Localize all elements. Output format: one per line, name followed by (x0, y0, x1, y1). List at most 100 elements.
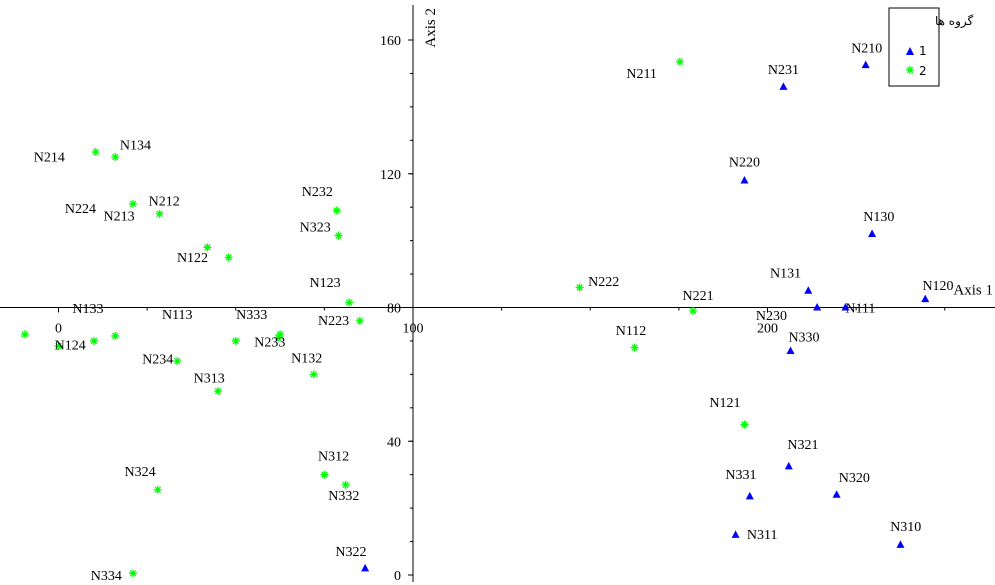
point-n111 (841, 303, 850, 311)
point-n324 (153, 485, 162, 494)
label-n224: N224 (65, 202, 96, 217)
point-n311 (731, 530, 740, 538)
point-n114 (20, 330, 29, 339)
label-n132: N132 (291, 351, 322, 366)
point-n222 (575, 283, 584, 292)
point-n312 (320, 470, 329, 479)
x-tick-label: 0 (55, 322, 62, 337)
label-n121: N121 (709, 396, 740, 411)
point-n230 (813, 303, 822, 311)
label-n113: N113 (162, 308, 193, 323)
label-n333: N333 (236, 308, 267, 323)
label-n212: N212 (149, 195, 180, 210)
point-n212 (155, 209, 164, 218)
point-n321 (784, 461, 793, 470)
point-n331 (745, 491, 754, 500)
point-n313 (214, 387, 223, 396)
x-tick-label: 100 (403, 322, 424, 337)
point-n220 (740, 175, 749, 184)
point-n132 (309, 370, 318, 379)
point-n211 (675, 57, 684, 66)
label-n214: N214 (34, 150, 65, 165)
label-n220: N220 (729, 156, 760, 171)
y-tick-label: 0 (394, 569, 401, 584)
label-n122: N122 (177, 251, 208, 266)
label-n124: N124 (55, 338, 86, 353)
point-n131 (804, 286, 813, 294)
point-n320 (832, 490, 841, 498)
label-n134: N134 (120, 139, 151, 154)
legend-title: گروه ها (935, 14, 974, 29)
label-n313: N313 (194, 371, 225, 386)
point-n134 (111, 153, 120, 162)
label-n211: N211 (626, 67, 657, 82)
legend-triangle-icon (906, 47, 914, 55)
label-n321: N321 (787, 438, 818, 453)
label-n322: N322 (335, 545, 366, 560)
point-n232 (332, 206, 341, 215)
label-n234: N234 (142, 352, 173, 367)
point-labels: N210 N231 N211 N134 N214 N220 N232 N212 N224 N213… (34, 42, 954, 584)
point-n310 (896, 540, 905, 548)
point-n221 (689, 306, 698, 315)
axes: 0 100 200 0 40 80 120 160 Axis 1 Axis 2 (0, 5, 995, 584)
label-n223: N223 (318, 314, 349, 329)
point-n124b (89, 336, 98, 345)
point-n330 (786, 346, 795, 354)
label-n120: N120 (922, 279, 953, 294)
label-n323: N323 (300, 220, 331, 235)
label-n312: N312 (318, 450, 349, 465)
label-n123: N123 (310, 276, 341, 291)
point-n120 (921, 294, 930, 303)
label-n233: N233 (254, 335, 285, 350)
y-tick-label: 80 (387, 302, 401, 317)
point-n122b (224, 253, 233, 262)
point-n214 (91, 148, 100, 157)
label-n334: N334 (91, 569, 122, 584)
label-n330: N330 (788, 330, 819, 345)
point-n124a (54, 341, 63, 350)
label-n112: N112 (616, 324, 647, 339)
y-axis-title: Axis 2 (423, 8, 439, 48)
point-n130 (868, 229, 877, 237)
label-n311: N311 (747, 528, 778, 543)
legend: گروه ها 1 2 (888, 7, 974, 87)
point-n224 (128, 199, 137, 208)
point-n123 (345, 298, 354, 307)
point-n323 (334, 231, 343, 240)
label-n133: N133 (72, 302, 103, 317)
label-n210: N210 (851, 42, 882, 57)
label-n324: N324 (124, 465, 155, 480)
point-n332 (341, 480, 350, 489)
legend-box (888, 7, 940, 87)
label-n332: N332 (328, 489, 359, 504)
x-axis-title: Axis 1 (953, 283, 993, 299)
legend-label-1: 1 (919, 44, 927, 58)
point-n112 (630, 343, 639, 352)
label-n310: N310 (890, 520, 921, 535)
label-n222: N222 (588, 275, 619, 290)
point-n223 (355, 316, 364, 325)
point-n231 (779, 82, 788, 90)
label-n111: N111 (845, 302, 875, 317)
point-n322 (361, 563, 370, 572)
point-n122 (203, 243, 212, 252)
x-tick-label: 200 (757, 322, 778, 337)
data-points (20, 57, 930, 578)
label-n231: N231 (768, 63, 799, 78)
y-tick-label: 120 (380, 168, 401, 183)
y-ticks: 0 40 80 120 160 (380, 34, 413, 584)
label-n221: N221 (682, 289, 713, 304)
point-n234 (173, 357, 182, 365)
label-n213: N213 (104, 210, 135, 225)
y-tick-label: 40 (387, 435, 401, 450)
label-n331: N331 (725, 468, 756, 483)
x-ticks: 0 100 200 (55, 307, 946, 337)
point-n233c (276, 330, 285, 339)
legend-label-2: 2 (919, 64, 927, 78)
legend-star-icon (906, 66, 914, 74)
label-n130: N130 (863, 210, 894, 225)
point-n233a (231, 336, 240, 345)
point-n210 (861, 60, 870, 69)
